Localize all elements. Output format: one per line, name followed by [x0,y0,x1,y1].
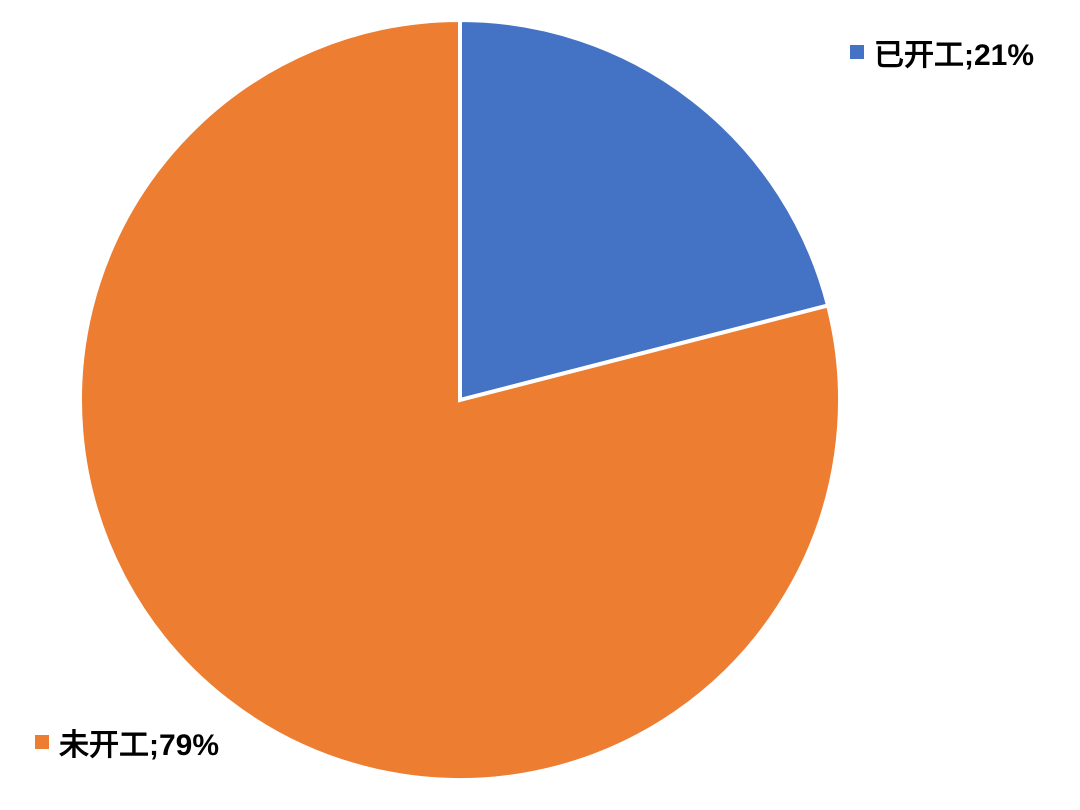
legend-item-started: 已开工;21% [850,30,1034,74]
pie-chart-container: 已开工;21% 未开工;79% [0,0,1080,810]
legend-label-not-started: 未开工;79% [59,720,219,764]
legend-marker-started [850,45,864,59]
legend-label-started: 已开工;21% [874,30,1034,74]
legend-item-not-started: 未开工;79% [35,720,219,764]
pie-chart [70,10,850,790]
legend-marker-not-started [35,735,49,749]
